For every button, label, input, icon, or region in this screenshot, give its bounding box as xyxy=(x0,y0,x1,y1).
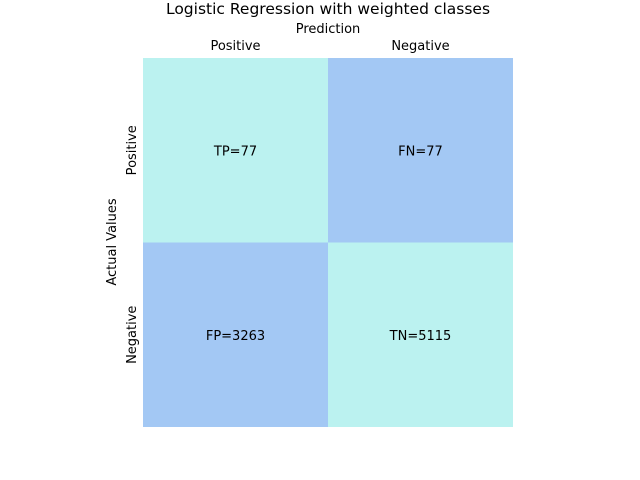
y-tick-label: Positive xyxy=(125,125,140,175)
chart-title: Logistic Regression with weighted classe… xyxy=(166,0,490,18)
x-tick-label: Negative xyxy=(391,39,449,54)
heatmap-cell xyxy=(328,242,513,427)
cell-value-label: TP=77 xyxy=(213,144,257,159)
cell-value-label: TN=5115 xyxy=(389,329,452,344)
y-axis-label: Actual Values xyxy=(105,198,120,286)
x-axis-label: Prediction xyxy=(296,22,361,37)
cell-value-label: FP=3263 xyxy=(206,329,265,344)
x-tick-labels: Positive Negative xyxy=(210,39,449,54)
cell-value-label: FN=77 xyxy=(398,144,443,159)
heatmap-cell xyxy=(328,58,513,243)
heatmap-cells xyxy=(143,58,513,427)
cell-labels: TP=77 FN=77 FP=3263 TN=5115 xyxy=(206,144,451,344)
y-tick-label: Negative xyxy=(125,306,140,364)
heatmap-cell xyxy=(143,58,328,243)
y-tick-labels: Positive Negative xyxy=(125,125,140,364)
x-tick-label: Positive xyxy=(210,39,260,54)
heatmap-cell xyxy=(143,242,328,427)
